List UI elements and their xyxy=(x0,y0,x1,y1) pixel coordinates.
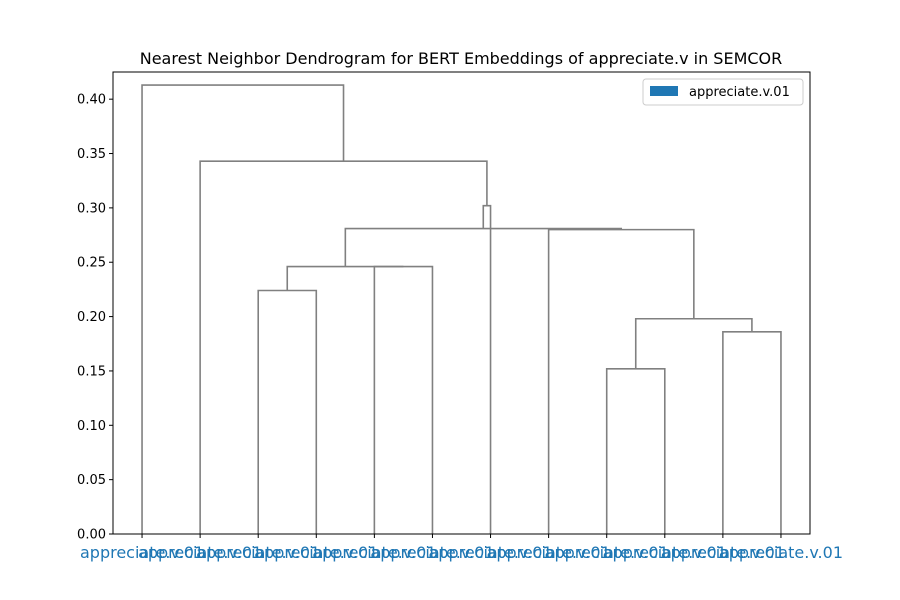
y-tick-label: 0.15 xyxy=(77,364,106,379)
leaf-label: appreciate.v.01 xyxy=(487,543,611,562)
dendrogram-link xyxy=(141,84,345,534)
leaf-label: appreciate.v.01 xyxy=(545,543,669,562)
y-tick-label: 0.30 xyxy=(77,201,106,216)
dendrogram-link xyxy=(547,228,695,534)
y-tick-label: 0.10 xyxy=(77,419,106,434)
y-tick-label: 0.35 xyxy=(77,147,106,162)
legend-swatch xyxy=(650,86,678,96)
plot-frame xyxy=(112,71,811,535)
y-axis: 0.00 0.05 0.10 0.15 0.20 0.25 0.30 0.35 0.40 xyxy=(77,93,113,543)
y-tick-label: 0.00 xyxy=(77,528,106,543)
leaf-label: appreciate.v.01 xyxy=(196,543,320,562)
leaf-label: appreciate.v.01 xyxy=(80,543,204,562)
dendrogram-link xyxy=(286,265,404,291)
x-axis: appreciate.v.01appreciate.v.01appreciate… xyxy=(80,534,843,562)
leaf-label: appreciate.v.01 xyxy=(370,543,494,562)
chart-title: Nearest Neighbor Dendrogram for BERT Emb… xyxy=(140,49,783,68)
dendrogram-link xyxy=(257,289,318,534)
y-tick-label: 0.25 xyxy=(77,256,106,271)
y-tick-label: 0.20 xyxy=(77,310,106,325)
leaf-label: appreciate.v.01 xyxy=(603,543,727,562)
leaf-label: appreciate.v.01 xyxy=(138,543,262,562)
leaf-label: appreciate.v.01 xyxy=(661,543,785,562)
legend: appreciate.v.01 xyxy=(642,78,804,106)
leaf-label: appreciate.v.01 xyxy=(254,543,378,562)
y-tick-label: 0.05 xyxy=(77,473,106,488)
dendrogram-links xyxy=(141,84,782,534)
y-tick-label: 0.40 xyxy=(77,93,106,108)
leaf-label: appreciate.v.01 xyxy=(719,543,843,562)
dendrogram-link xyxy=(199,160,488,534)
leaf-label: appreciate.v.01 xyxy=(312,543,436,562)
legend-label: appreciate.v.01 xyxy=(689,85,790,100)
leaf-label: appreciate.v.01 xyxy=(428,543,552,562)
legend-box xyxy=(642,78,804,106)
